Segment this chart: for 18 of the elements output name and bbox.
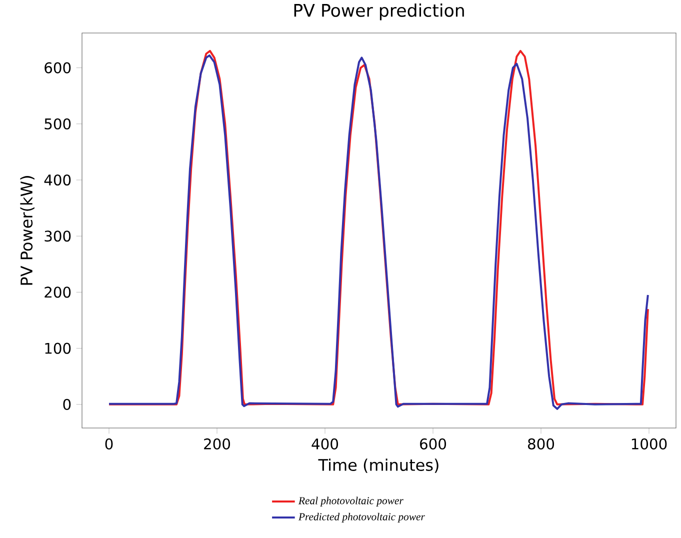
chart-title: PV Power prediction <box>294 4 464 20</box>
x-tick-label: 1000 <box>632 438 667 450</box>
y-tick-label: 0 <box>63 398 71 410</box>
y-tick-label: 200 <box>44 286 71 298</box>
x-tick-label: 600 <box>420 438 446 450</box>
x-axis-title: Time (minutes) <box>318 458 438 473</box>
x-tick-label: 800 <box>528 438 554 450</box>
x-tick-label: 0 <box>105 438 113 450</box>
y-tick-label: 400 <box>44 174 71 186</box>
x-tick-label: 400 <box>312 438 338 450</box>
y-tick-label: 300 <box>44 230 71 242</box>
legend-label: Predicted photovoltaic power <box>298 512 425 523</box>
x-tick-label: 200 <box>204 438 230 450</box>
y-tick-label: 600 <box>44 62 71 74</box>
legend-label: Real photovoltaic power <box>298 496 404 506</box>
y-tick-label: 500 <box>44 118 71 130</box>
y-axis-title: PV Power(kW) <box>20 176 34 285</box>
y-tick-label: 100 <box>45 342 71 354</box>
